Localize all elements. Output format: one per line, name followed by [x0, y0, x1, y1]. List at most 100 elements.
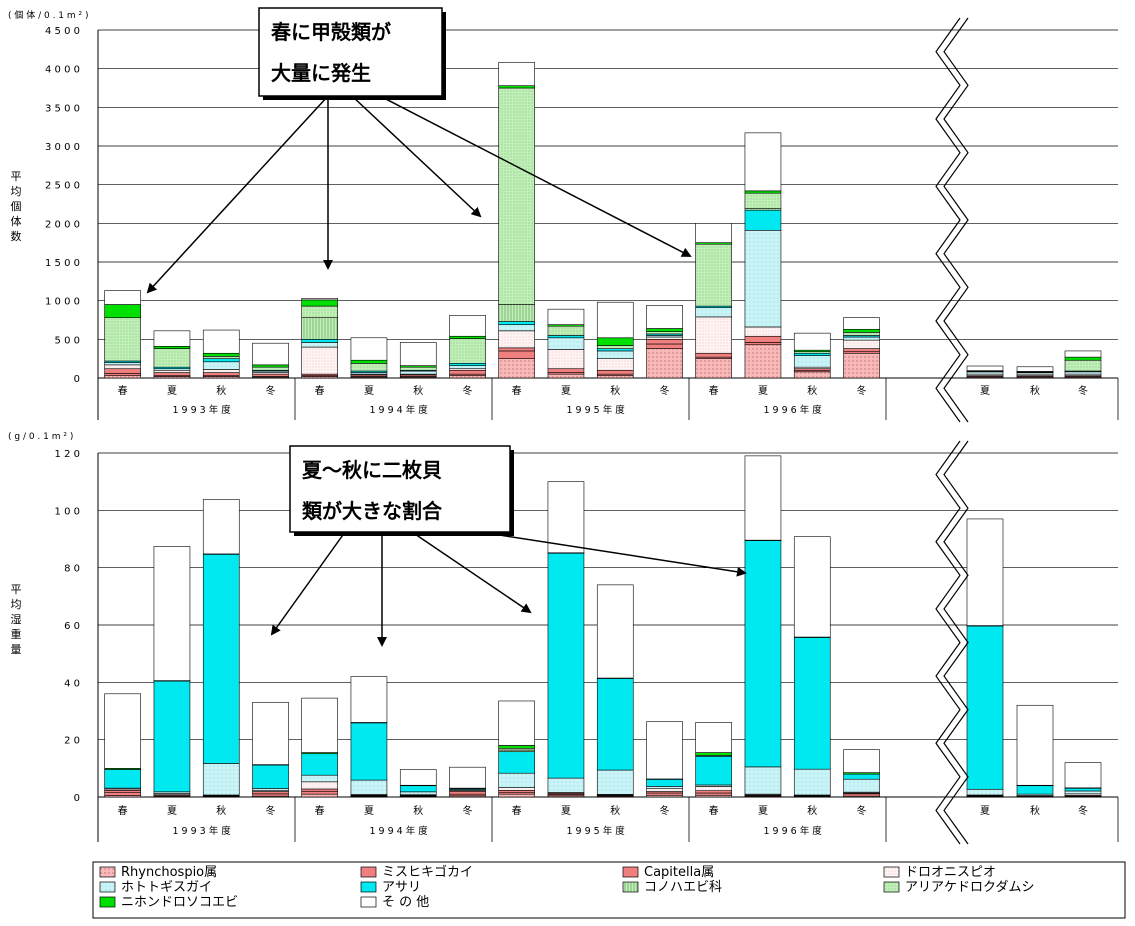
legend-label: ミスヒキゴカイ — [382, 864, 473, 880]
bar-segment-other — [1016, 366, 1054, 372]
y-tick-label: 0 — [74, 374, 80, 385]
bar-segment-nihon — [498, 85, 535, 89]
chart-2: 0 2 0 4 0 6 0 8 0 1 0 0 1 2 0 ( g / 0 . 1 m ² )… — [8, 432, 1119, 845]
season-label: 秋 — [413, 804, 423, 817]
legend-label: アリアケドロクダムシ — [905, 880, 1034, 895]
bar-segment-capitella — [646, 339, 683, 345]
bar-segment-nihon — [449, 335, 486, 339]
season-label: 秋 — [1030, 804, 1040, 817]
legend-swatch — [883, 881, 900, 893]
bar-segment-hototogisu — [744, 766, 782, 795]
bar-segment-ariake — [744, 192, 782, 209]
bar-segment-capitella — [498, 347, 535, 352]
season-label: 秋 — [216, 804, 226, 817]
bar-segment-ariake — [695, 243, 732, 307]
bar-segment-other — [202, 329, 240, 354]
bar-segment-hototogisu — [301, 774, 338, 783]
bar-segment-hototogisu — [744, 229, 782, 328]
bar-segment-tooni — [104, 364, 141, 370]
legend-label: Rhynchospio属 — [121, 865, 217, 880]
bar-segment-asari — [966, 625, 1004, 790]
season-label: 夏 — [167, 805, 177, 817]
bar-segment-nihon — [596, 337, 634, 346]
callout-arrow — [379, 95, 692, 257]
bar-segment-other — [153, 546, 191, 681]
bar-segment-ariake — [153, 348, 191, 368]
season-label: 冬 — [266, 384, 276, 397]
y-tick-label: 0 — [74, 793, 80, 804]
bar-segment-hototogisu — [695, 307, 732, 318]
legend-label: そ の 他 — [382, 895, 429, 910]
bar-segment-other — [695, 722, 732, 753]
bar-segment-hototogisu — [202, 763, 240, 796]
bar-segment-other — [793, 536, 831, 638]
bar-segment-other — [596, 301, 634, 339]
y-tick-label: 4 0 — [64, 678, 80, 689]
bar-segment-asari — [744, 209, 782, 231]
season-label: 春 — [709, 805, 719, 817]
bar-segment-hototogisu — [1064, 371, 1102, 375]
legend-item-rhynchospio: Rhynchospio属 — [99, 865, 217, 880]
bar-segment-asari — [646, 778, 683, 787]
bar-segment-asari — [547, 335, 585, 339]
bar-segment-hototogisu — [301, 342, 338, 348]
year-label: 1 9 9 6 年 度 — [763, 825, 822, 837]
legend-swatch — [99, 896, 116, 908]
bar-segment-tooni — [596, 358, 634, 371]
bar-segment-ariake — [202, 356, 240, 359]
bar-segment-other — [793, 332, 831, 351]
season-label: 秋 — [1030, 384, 1040, 397]
bar-segment-hototogisu — [399, 370, 437, 375]
bar-segment-other — [350, 337, 388, 361]
y-tick-label: 1 0 0 — [55, 506, 80, 517]
season-label: 冬 — [463, 384, 473, 397]
legend: Rhynchospio属 ミスヒキゴカイ Capitella属 ドロオニスピオホトトギ… — [92, 861, 1126, 919]
legend-label: ドロオニスピオ — [905, 865, 996, 880]
season-label: 夏 — [758, 805, 768, 817]
unit-label: ( 個 体 / 0 . 1 m ² ) — [8, 9, 89, 21]
bar-segment-tooni — [301, 346, 338, 375]
bar-segment-nihon — [843, 328, 880, 333]
season-label: 秋 — [610, 384, 620, 397]
bar-segment-tooni — [646, 336, 683, 340]
bar-segment-other — [399, 769, 437, 786]
legend-item-misuhiki: ミスヒキゴカイ — [360, 864, 473, 880]
callout-text: 大量に発生 — [271, 61, 371, 85]
bar-segment-asari — [793, 637, 831, 770]
bar-segment-hototogisu — [498, 324, 535, 332]
legend-item-ariake: アリアケドロクダムシ — [883, 880, 1034, 895]
bar-segment-misuhiki — [744, 342, 782, 346]
bar-segment-hototogisu — [399, 791, 437, 796]
bar-segment-capitella — [104, 790, 141, 794]
y-axis-label: 均 — [11, 598, 22, 611]
bar-segment-asari — [350, 722, 388, 781]
bar-segment-hototogisu — [843, 336, 880, 341]
bar-segment-konohaebi — [301, 317, 338, 340]
callout-text: 夏～秋に二枚貝 — [302, 458, 442, 482]
bar-segment-misuhiki — [646, 343, 683, 349]
season-label: 夏 — [167, 385, 177, 397]
bar-segment-nihon — [498, 745, 535, 749]
bar-segment-hototogisu — [966, 788, 1004, 796]
callout-box — [289, 445, 511, 533]
bar-segment-asari — [252, 764, 289, 789]
bar-segment-asari — [104, 769, 141, 789]
y-axis-label: 体 — [11, 214, 22, 228]
season-label: 冬 — [857, 384, 867, 397]
bar-segment-asari — [153, 680, 191, 793]
bar-segment-nihon — [252, 364, 289, 368]
bar-segment-tooni — [153, 369, 191, 373]
bar-segment-ariake — [498, 87, 535, 305]
bar-segment-hototogisu — [843, 778, 880, 793]
legend-item-hototogisu: ホトトギスガイ — [99, 880, 212, 895]
bar-segment-asari — [449, 363, 486, 366]
year-label: 1 9 9 3 年 度 — [172, 825, 231, 837]
bar-segment-tooni — [202, 369, 240, 373]
legend-swatch — [99, 866, 116, 878]
bar-segment-rhynchospio — [498, 358, 535, 379]
bar-segment-other — [843, 317, 880, 330]
bar-segment-hototogisu — [202, 361, 240, 370]
bar-segment-other — [596, 584, 634, 679]
bar-segment-asari — [202, 358, 240, 363]
